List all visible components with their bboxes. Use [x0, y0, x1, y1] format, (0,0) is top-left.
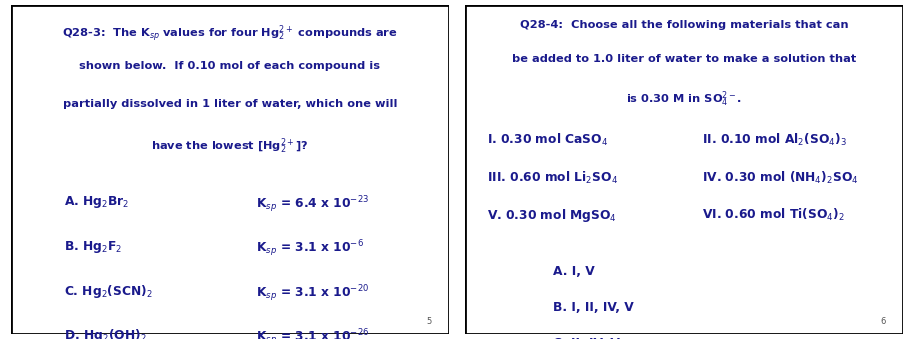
- Text: Q28-3:  The K$_{sp}$ values for four Hg$_2^{2+}$ compounds are: Q28-3: The K$_{sp}$ values for four Hg$_…: [62, 23, 398, 44]
- Text: V. 0.30 mol MgSO$_4$: V. 0.30 mol MgSO$_4$: [487, 207, 617, 224]
- Text: 5: 5: [426, 317, 431, 326]
- Text: VI. 0.60 mol Ti(SO$_4$)$_2$: VI. 0.60 mol Ti(SO$_4$)$_2$: [702, 207, 845, 223]
- Text: 6: 6: [880, 317, 886, 326]
- Text: is 0.30 M in SO$_4^{2-}$.: is 0.30 M in SO$_4^{2-}$.: [627, 89, 742, 108]
- Text: II. 0.10 mol Al$_2$(SO$_4$)$_3$: II. 0.10 mol Al$_2$(SO$_4$)$_3$: [702, 132, 846, 148]
- Text: shown below.  If 0.10 mol of each compound is: shown below. If 0.10 mol of each compoun…: [80, 61, 380, 71]
- Text: K$_{sp}$ = 6.4 x 10$^{-23}$: K$_{sp}$ = 6.4 x 10$^{-23}$: [256, 194, 369, 215]
- Text: C. Hg$_2$(SCN)$_2$: C. Hg$_2$(SCN)$_2$: [63, 283, 152, 300]
- Text: partially dissolved in 1 liter of water, which one will: partially dissolved in 1 liter of water,…: [62, 99, 398, 109]
- Text: Q28-4:  Choose all the following materials that can: Q28-4: Choose all the following material…: [520, 20, 848, 30]
- Text: B. I, II, IV, V: B. I, II, IV, V: [553, 301, 634, 314]
- Text: I. 0.30 mol CaSO$_4$: I. 0.30 mol CaSO$_4$: [487, 132, 608, 148]
- Text: have the lowest [Hg$_2^{2+}$]?: have the lowest [Hg$_2^{2+}$]?: [151, 137, 309, 156]
- FancyBboxPatch shape: [11, 5, 449, 334]
- Text: K$_{sp}$ = 3.1 x 10$^{-26}$: K$_{sp}$ = 3.1 x 10$^{-26}$: [256, 327, 370, 339]
- Text: K$_{sp}$ = 3.1 x 10$^{-20}$: K$_{sp}$ = 3.1 x 10$^{-20}$: [256, 283, 369, 303]
- Text: III. 0.60 mol Li$_2$SO$_4$: III. 0.60 mol Li$_2$SO$_4$: [487, 170, 618, 185]
- Text: be added to 1.0 liter of water to make a solution that: be added to 1.0 liter of water to make a…: [512, 54, 856, 64]
- FancyBboxPatch shape: [465, 5, 903, 334]
- Text: A. Hg$_2$Br$_2$: A. Hg$_2$Br$_2$: [63, 194, 129, 210]
- Text: K$_{sp}$ = 3.1 x 10$^{-6}$: K$_{sp}$ = 3.1 x 10$^{-6}$: [256, 239, 365, 259]
- Text: C. II, IV, V: C. II, IV, V: [553, 337, 620, 339]
- Text: D. Hg$_2$(OH)$_2$: D. Hg$_2$(OH)$_2$: [63, 327, 146, 339]
- Text: A. I, V: A. I, V: [553, 265, 594, 278]
- Text: B. Hg$_2$F$_2$: B. Hg$_2$F$_2$: [63, 239, 122, 255]
- Text: IV. 0.30 mol (NH$_4$)$_2$SO$_4$: IV. 0.30 mol (NH$_4$)$_2$SO$_4$: [702, 170, 858, 185]
